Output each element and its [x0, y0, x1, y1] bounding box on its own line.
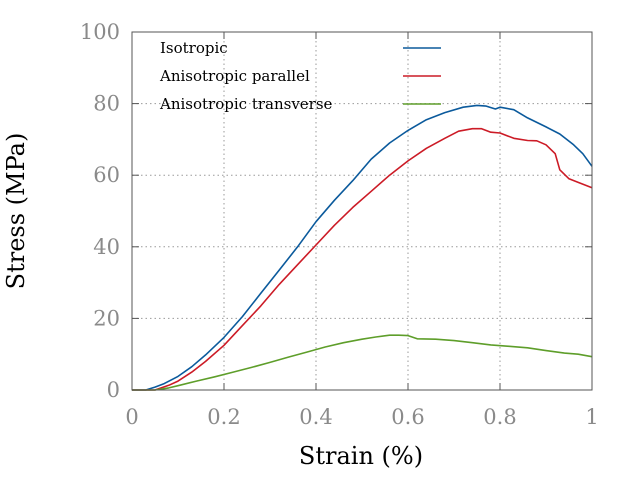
plot-frame [131, 31, 593, 391]
x-tick-label: 0.6 [391, 405, 424, 429]
series-layer [132, 104, 593, 391]
legend-label-1: Anisotropic parallel [159, 67, 310, 85]
tick-labels: 0 0.2 0.4 0.6 0.8 1 0 20 40 60 80 100 [80, 20, 599, 429]
legend-label-0: Isotropic [160, 39, 228, 57]
y-tick-label: 0 [107, 378, 120, 402]
x-axis-title: Strain (%) [299, 442, 423, 470]
y-tick-label: 20 [93, 306, 120, 330]
series-line-2 [132, 334, 593, 391]
y-tick-label: 100 [80, 20, 120, 44]
y-tick-label: 80 [93, 92, 120, 116]
legend-label-2: Anisotropic transverse [159, 95, 333, 113]
series-line-1 [132, 127, 593, 391]
grid-layer [132, 32, 592, 390]
axes-layer [131, 31, 593, 391]
x-tick-label: 1 [585, 405, 598, 429]
x-tick-label: 0.4 [299, 405, 332, 429]
x-tick-label: 0.2 [207, 405, 240, 429]
y-axis-title: Stress (MPa) [2, 133, 30, 290]
x-tick-label: 0 [125, 405, 138, 429]
x-tick-label: 0.8 [483, 405, 516, 429]
series-line-0 [132, 104, 593, 391]
y-tick-label: 40 [93, 235, 120, 259]
legend: Isotropic Anisotropic parallel Anisotropic… [159, 39, 441, 113]
y-tick-label: 60 [93, 163, 120, 187]
